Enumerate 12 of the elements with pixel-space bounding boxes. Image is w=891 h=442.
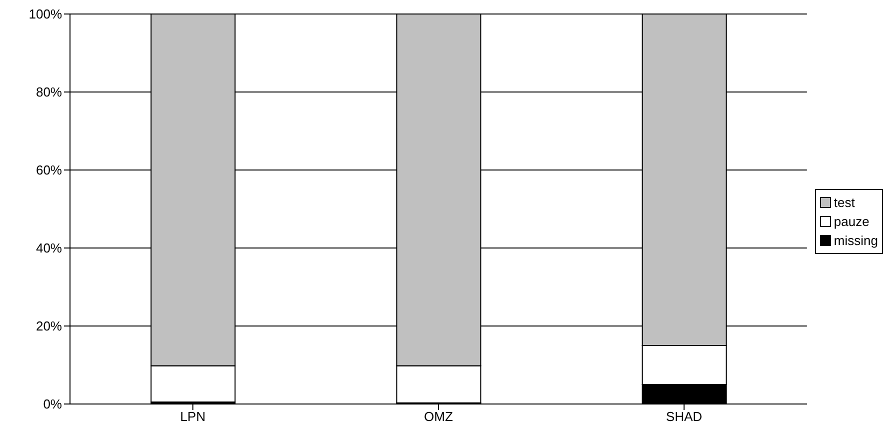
y-tick-label: 0% bbox=[43, 396, 62, 412]
y-tick-label: 100% bbox=[28, 6, 62, 22]
y-tick-label: 40% bbox=[36, 240, 62, 256]
y-tick-label: 20% bbox=[36, 318, 62, 334]
x-tick-label: OMZ bbox=[424, 409, 453, 424]
x-tick-label: LPN bbox=[180, 409, 206, 424]
legend-label: pauze bbox=[834, 212, 870, 230]
y-tick-label: 60% bbox=[36, 162, 62, 178]
legend-label: test bbox=[834, 194, 855, 212]
y-tick-label: 80% bbox=[36, 84, 62, 100]
x-tick-label: SHAD bbox=[666, 409, 702, 424]
legend-label: missing bbox=[834, 232, 878, 250]
